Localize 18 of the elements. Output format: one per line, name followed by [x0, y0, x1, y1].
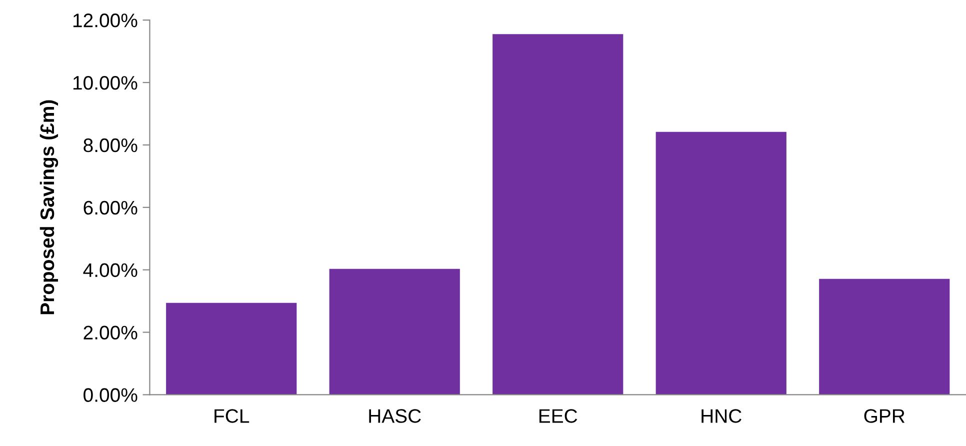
y-tick-label: 8.00% [84, 138, 138, 152]
y-tick-label: 2.00% [84, 326, 138, 340]
x-tick-label: EEC [539, 409, 578, 423]
y-axis-title: Proposed Savings (£m) [40, 100, 58, 314]
y-tick-label: 0.00% [84, 388, 138, 402]
bar [166, 302, 297, 395]
bar [492, 34, 624, 395]
x-tick-label: HNC [702, 409, 742, 423]
y-tick-label: 4.00% [83, 263, 138, 278]
bar [656, 132, 786, 395]
bar [329, 268, 460, 395]
y-tick-label: 12.00% [73, 14, 138, 28]
x-tick-label: FCL [214, 409, 250, 423]
x-tick-label: GPR [864, 409, 905, 423]
x-tick-label: HASC [369, 409, 421, 423]
bar [819, 278, 950, 395]
y-tick-label: 10.00% [73, 76, 138, 90]
y-tick-label: 6.00% [84, 200, 138, 215]
